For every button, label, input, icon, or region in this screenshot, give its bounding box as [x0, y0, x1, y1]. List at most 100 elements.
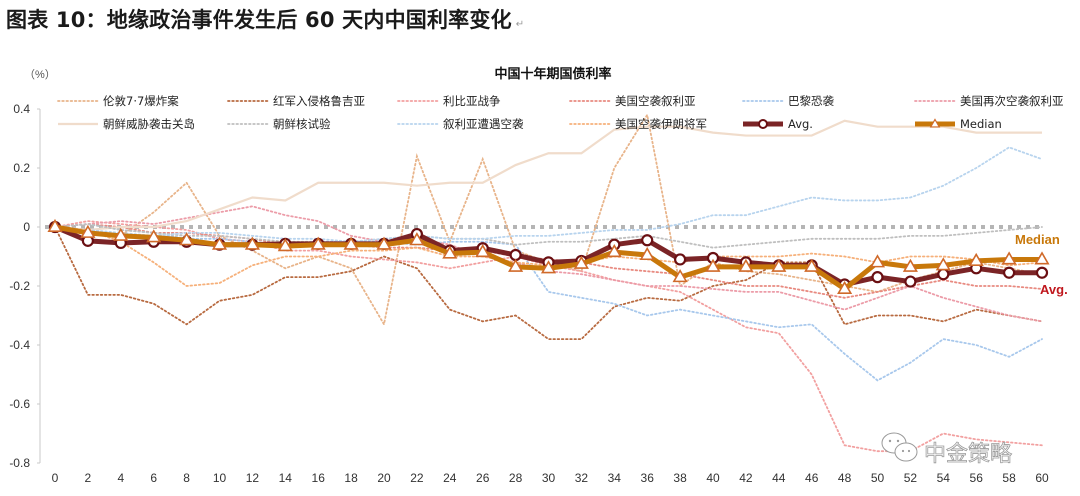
legend-item: 叙利亚遭遇空袭: [397, 117, 524, 131]
x-tick-label: 24: [443, 471, 457, 485]
y-tick-label: 0: [23, 220, 30, 234]
x-tick-label: 10: [213, 471, 227, 485]
x-tick-label: 48: [838, 471, 852, 485]
median-point: [540, 260, 557, 274]
x-tick-label: 0: [52, 471, 59, 485]
series-group: [47, 112, 1050, 453]
median-point: [869, 254, 886, 268]
legend-label: Median: [960, 117, 1002, 131]
chart-title: 中国十年期国债利率: [494, 66, 611, 82]
figure-title-text: 图表 10：地缘政治事件发生后 60 天内中国利率变化: [6, 8, 512, 32]
median-point: [179, 232, 195, 246]
median-point: [47, 218, 63, 233]
x-tick-label: 36: [641, 471, 655, 485]
legend-label: 朝鲜威胁袭击关岛: [103, 117, 195, 131]
legend-item: 利比亚战争: [397, 94, 501, 108]
x-tick-label: 30: [542, 471, 556, 485]
x-tick-label: 6: [150, 471, 157, 485]
legend-label: 伦敦7·7爆炸案: [103, 94, 179, 108]
x-tick-label: 60: [1035, 471, 1049, 485]
legend-item: 巴黎恐袭: [742, 94, 834, 108]
y-tick-label: -0.4: [9, 338, 30, 352]
x-tick-label: 20: [377, 471, 391, 485]
median-point: [1034, 251, 1050, 265]
x-tick-label: 42: [739, 471, 753, 485]
x-tick-label: 38: [673, 471, 687, 485]
median-point: [968, 252, 984, 266]
x-tick-label: 34: [608, 471, 622, 485]
median-point: [475, 243, 491, 258]
median-point: [442, 245, 458, 259]
median-point: [935, 257, 951, 271]
figure-title: 图表 10：地缘政治事件发生后 60 天内中国利率变化 ↵: [6, 4, 524, 34]
median-point: [508, 258, 524, 272]
legend-item: 朝鲜威胁袭击关岛: [58, 117, 195, 131]
median-point: [146, 229, 162, 243]
median-point: [672, 269, 688, 283]
x-tick-label: 12: [246, 471, 260, 485]
legend-label: 叙利亚遭遇空袭: [443, 117, 524, 131]
avg-point: [904, 275, 917, 288]
legend-label: 红军入侵格鲁吉亚: [273, 94, 365, 108]
median-point: [343, 236, 359, 250]
x-tick-label: 58: [1002, 471, 1016, 485]
axes: 0.40.20-0.2-0.4-0.6-0.80 2 4 6 8 10 12 14 16 18 20…: [9, 102, 1049, 485]
x-tick-label: 8: [183, 471, 190, 485]
series-line-event: [54, 226, 1043, 341]
median-point: [80, 224, 96, 238]
median-end-label: Median: [1015, 232, 1060, 247]
median-point: [639, 246, 655, 261]
x-tick-label: 26: [476, 471, 490, 485]
median-point: [409, 232, 425, 246]
y-tick-label: 0.4: [13, 102, 30, 116]
legend-item: 美国空袭叙利亚: [569, 94, 696, 108]
x-tick-label: 18: [344, 471, 358, 485]
avg-point: [673, 253, 687, 266]
legend-item: 美国再次空袭叙利亚: [914, 94, 1064, 108]
legend-item: Avg.: [743, 117, 813, 131]
y-tick-label: 0.2: [13, 161, 30, 175]
median-point: [376, 236, 392, 250]
median-point: [902, 258, 918, 272]
median-point: [606, 243, 622, 258]
x-tick-label: 4: [117, 471, 124, 485]
y-tick-label: -0.2: [9, 279, 30, 293]
median-point: [804, 258, 820, 272]
x-tick-label: 2: [85, 471, 92, 485]
avg-point: [1002, 266, 1016, 279]
median-point: [310, 236, 326, 250]
median-point: [277, 238, 293, 252]
median-point: [573, 255, 589, 269]
legend-label: 美国空袭叙利亚: [615, 94, 696, 108]
x-tick-label: 28: [509, 471, 523, 485]
x-tick-label: 44: [772, 471, 786, 485]
legend-label: 利比亚战争: [443, 94, 501, 108]
legend-item: 红军入侵格鲁吉亚: [227, 94, 365, 108]
avg-point: [1035, 266, 1049, 279]
x-tick-label: 46: [805, 471, 819, 485]
median-point: [244, 236, 260, 250]
x-tick-label: 16: [312, 471, 326, 485]
legend-label: 朝鲜核试验: [273, 117, 331, 131]
paragraph-mark: ↵: [515, 19, 525, 30]
median-point: [837, 280, 853, 294]
x-tick-label: 32: [575, 471, 589, 485]
avg-point: [871, 271, 884, 284]
median-point: [1001, 251, 1017, 265]
series-line-event: [54, 223, 1043, 382]
y-axis-unit: （%）: [24, 68, 56, 81]
x-tick-label: 52: [904, 471, 918, 485]
wechat-icon: [881, 432, 918, 462]
legend-item: 朝鲜核试验: [227, 117, 331, 131]
avg-end-label: Avg.: [1040, 282, 1068, 297]
end-labels: Median Avg.: [1015, 232, 1068, 297]
x-tick-label: 56: [970, 471, 984, 485]
series-line-event: [54, 146, 1043, 243]
legend-label: 巴黎恐袭: [788, 94, 834, 108]
watermark-text: 中金策略: [924, 442, 1012, 467]
median-point: [738, 258, 754, 272]
median-point: [771, 258, 787, 272]
y-tick-label: -0.6: [9, 397, 30, 411]
median-point: [113, 227, 129, 241]
